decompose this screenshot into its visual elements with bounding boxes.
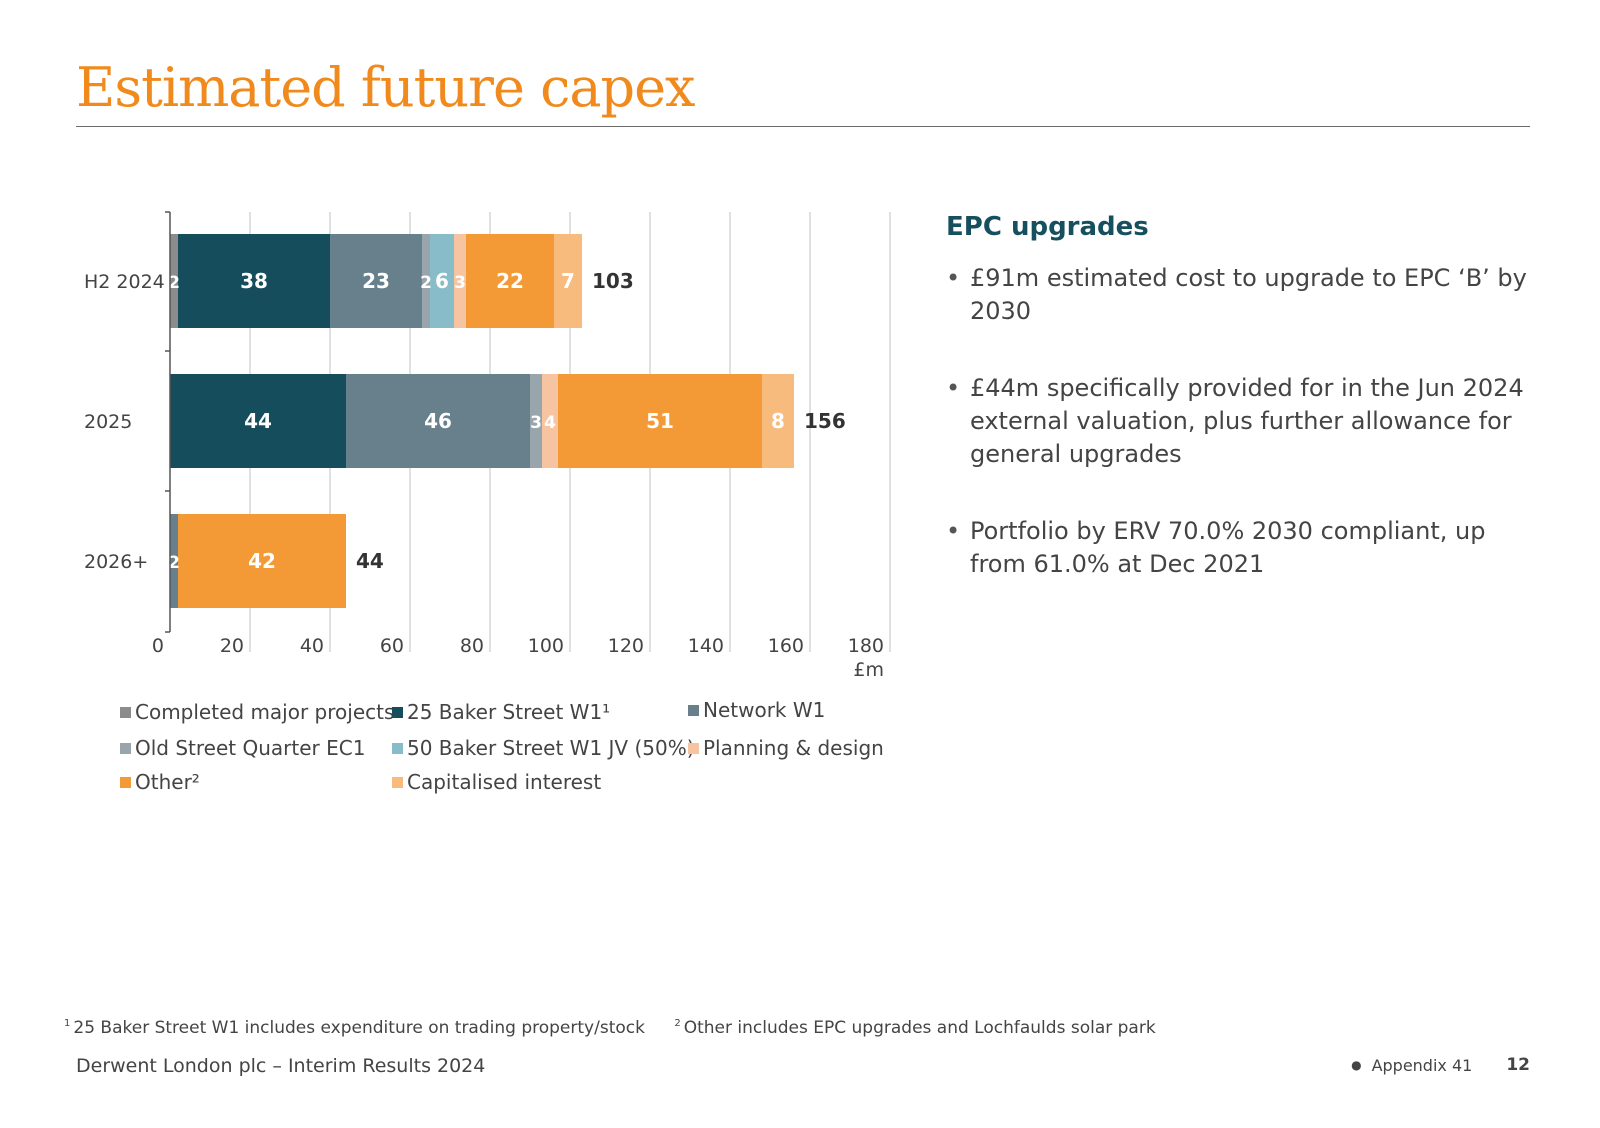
bar-segment-2-6 <box>178 514 346 608</box>
legend-label-5: Planning & design <box>703 736 884 760</box>
total-label-0: 103 <box>592 269 634 293</box>
legend-label-7: Capitalised interest <box>407 770 602 794</box>
legend-item-5: Planning & design <box>688 736 884 760</box>
legend-swatch-6 <box>120 776 131 788</box>
total-label-1: 156 <box>804 409 846 433</box>
bar-segment-1-6 <box>558 374 762 468</box>
bar-segment-0-3 <box>422 234 430 328</box>
legend-item-1: 25 Baker Street W1¹ <box>392 700 610 724</box>
data-label-0-1: 38 <box>240 269 268 293</box>
category-label-2: 2026+ <box>84 551 148 573</box>
data-label-0-0: 2 <box>168 273 180 293</box>
data-label-0-7: 7 <box>561 269 575 293</box>
legend-swatch-2 <box>688 704 699 716</box>
x-tick-label-180: 180 <box>848 635 884 657</box>
x-axis-unit: £m <box>853 659 884 681</box>
chart-legend: Completed major projects 25 Baker Street … <box>120 698 900 810</box>
x-tick-label-160: 160 <box>768 635 804 657</box>
data-label-1-5: 4 <box>544 413 556 433</box>
footnote-1-marker: 1 <box>64 1018 71 1029</box>
legend-swatch-5 <box>688 742 699 754</box>
x-tick-label-20: 20 <box>220 635 244 657</box>
category-label-0: H2 2024 <box>84 271 165 293</box>
bar-segment-1-1 <box>170 374 346 468</box>
x-tick-label-80: 80 <box>460 635 484 657</box>
data-label-2-6: 42 <box>248 549 276 573</box>
x-tick-label-100: 100 <box>528 635 564 657</box>
footer-appendix-link[interactable]: Appendix 41 <box>1371 1055 1473 1075</box>
x-tick-label-0: 0 <box>152 635 164 657</box>
bar-segment-1-7 <box>762 374 794 468</box>
x-tick-label-120: 120 <box>608 635 644 657</box>
legend-label-4: 50 Baker Street W1 JV (50%) <box>407 736 695 760</box>
bar-segment-0-7 <box>554 234 582 328</box>
footer-nav: ● Appendix 41 12 <box>1351 1055 1530 1075</box>
legend-label-1: 25 Baker Street W1¹ <box>407 700 611 724</box>
bar-segment-0-6 <box>466 234 554 328</box>
data-label-0-4: 6 <box>435 269 449 293</box>
legend-swatch-4 <box>392 742 403 754</box>
legend-item-6: Other² <box>120 770 200 794</box>
epc-bullet-valuation: £44m specifically provided for in the Ju… <box>946 372 1546 471</box>
bullet-dot-icon: ● <box>1351 1058 1362 1072</box>
legend-label-0: Completed major projects <box>135 700 395 724</box>
bar-segment-2-2 <box>170 514 178 608</box>
legend-label-3: Old Street Quarter EC1 <box>135 736 366 760</box>
legend-item-7: Capitalised interest <box>392 770 601 794</box>
data-label-1-6: 51 <box>646 409 674 433</box>
legend-item-0: Completed major projects <box>120 700 394 724</box>
footnotes: 1 25 Baker Street W1 includes expenditure… <box>64 1018 1156 1038</box>
legend-item-2: Network W1 <box>688 698 825 722</box>
legend-label-2: Network W1 <box>703 698 826 722</box>
legend-item-4: 50 Baker Street W1 JV (50%) <box>392 736 695 760</box>
bar-segment-0-2 <box>330 234 422 328</box>
footnote-2-marker: 2 <box>674 1018 681 1029</box>
x-tick-label-40: 40 <box>300 635 324 657</box>
category-label-1: 2025 <box>84 411 132 433</box>
bar-segment-1-5 <box>542 374 558 468</box>
legend-item-3: Old Street Quarter EC1 <box>120 736 365 760</box>
legend-swatch-0 <box>120 706 131 718</box>
bar-segment-0-4 <box>430 234 454 328</box>
data-label-0-5: 3 <box>454 273 466 293</box>
page-number: 12 <box>1506 1055 1530 1075</box>
bar-segment-1-3 <box>530 374 542 468</box>
data-label-1-7: 8 <box>771 409 785 433</box>
footnote-2: Other includes EPC upgrades and Lochfaul… <box>683 1018 1156 1038</box>
data-label-0-2: 23 <box>362 269 390 293</box>
data-label-1-1: 44 <box>244 409 272 433</box>
footer-company: Derwent London plc – Interim Results 202… <box>76 1055 486 1077</box>
bar-segment-0-5 <box>454 234 466 328</box>
data-label-1-3: 3 <box>530 413 542 433</box>
epc-panel: EPC upgrades £91m estimated cost to upgr… <box>946 212 1546 625</box>
bar-segment-0-1 <box>178 234 330 328</box>
footnote-1: 25 Baker Street W1 includes expenditure … <box>73 1018 645 1038</box>
data-label-0-6: 22 <box>496 269 524 293</box>
x-tick-label-60: 60 <box>380 635 404 657</box>
epc-bullet-list: £91m estimated cost to upgrade to EPC ‘B… <box>946 262 1546 581</box>
bar-segment-0-0 <box>170 234 178 328</box>
x-tick-label-140: 140 <box>688 635 724 657</box>
data-label-1-2: 46 <box>424 409 452 433</box>
page-title: Estimated future capex <box>76 56 695 119</box>
title-divider <box>76 126 1530 127</box>
bar-segment-1-2 <box>346 374 530 468</box>
legend-swatch-3 <box>120 742 131 754</box>
data-label-0-3: 2 <box>420 273 432 293</box>
epc-bullet-cost: £91m estimated cost to upgrade to EPC ‘B… <box>946 262 1546 328</box>
total-label-2: 44 <box>356 549 384 573</box>
epc-bullet-compliance: Portfolio by ERV 70.0% 2030 compliant, u… <box>946 515 1546 581</box>
legend-swatch-1 <box>392 706 403 718</box>
epc-heading: EPC upgrades <box>946 212 1149 242</box>
legend-swatch-7 <box>392 776 403 788</box>
data-label-2-2: 2 <box>168 553 180 573</box>
legend-label-6: Other² <box>135 770 200 794</box>
